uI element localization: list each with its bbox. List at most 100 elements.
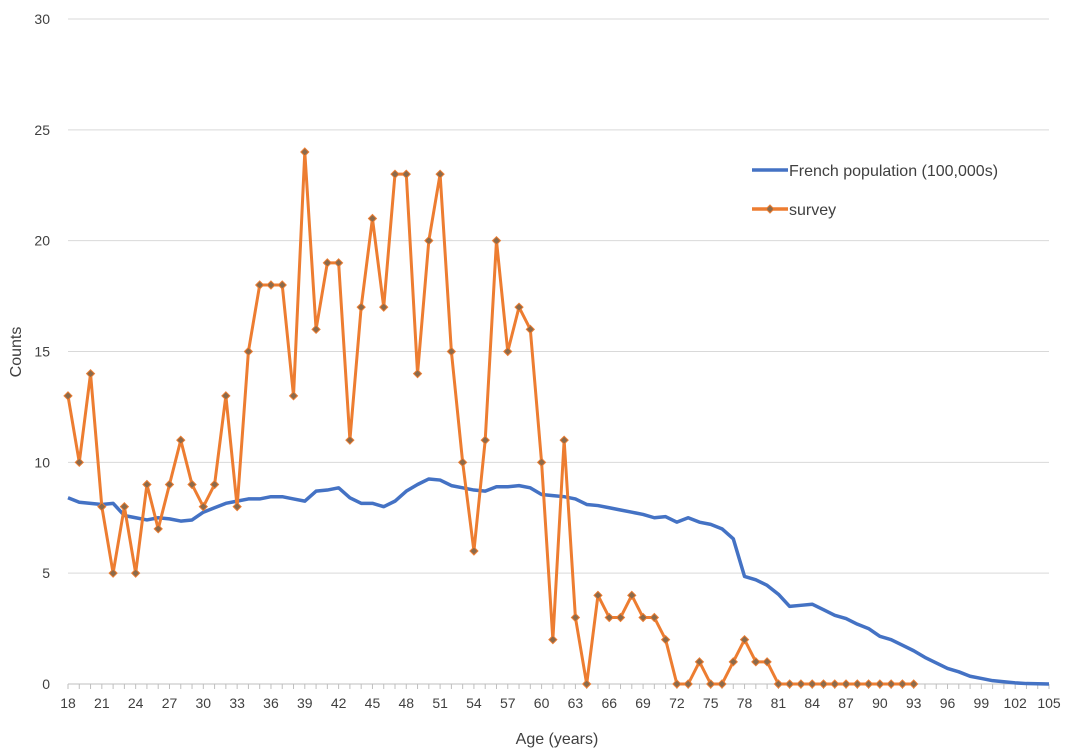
x-tick-label: 24 [128, 695, 144, 711]
survey-point [130, 568, 141, 578]
y-tick-label: 15 [34, 344, 50, 360]
survey-point [424, 235, 434, 246]
survey-point [300, 147, 310, 157]
x-axis-title: Age (years) [516, 731, 599, 748]
survey-point [412, 368, 423, 379]
x-tick-label: 57 [500, 695, 516, 711]
survey-point [638, 612, 648, 623]
x-tick-label: 93 [906, 695, 922, 711]
survey-point [841, 679, 851, 689]
survey-point [615, 612, 626, 623]
x-tick-label: 45 [365, 695, 381, 711]
x-tick-label: 99 [974, 695, 990, 711]
survey-point [74, 457, 84, 468]
y-tick-label: 10 [34, 454, 50, 470]
survey-point [164, 479, 175, 490]
x-tick-label: 42 [331, 695, 347, 711]
survey-point [886, 679, 896, 689]
x-tick-label: 27 [162, 695, 178, 711]
legend: French population (100,000s) survey [752, 163, 998, 219]
series-layer [63, 147, 1050, 689]
survey-point [818, 679, 829, 689]
survey-point [593, 590, 603, 601]
x-tick-label: 63 [568, 695, 584, 711]
x-tick-label: 60 [534, 695, 550, 711]
x-tick-label: 18 [60, 695, 76, 711]
survey-point [525, 324, 536, 335]
survey-point [266, 280, 276, 290]
survey-point [807, 679, 817, 689]
survey-point [796, 679, 806, 689]
survey-point [762, 657, 772, 667]
survey-point [356, 302, 366, 312]
survey-point [773, 679, 784, 689]
survey-point [390, 169, 400, 179]
survey-point [311, 324, 321, 335]
x-tick-label: 54 [466, 695, 482, 711]
survey-point [254, 280, 265, 290]
survey-point [503, 346, 513, 357]
survey-point [649, 612, 660, 623]
survey-point [784, 679, 795, 689]
x-tick-labels: 18 21 24 27 30 33 36 39 42 45 48 51 54 57 60 63 66 69 72 75… [60, 695, 1061, 711]
survey-point [187, 479, 197, 490]
survey-point [198, 501, 209, 512]
y-axis-title: Counts [8, 327, 25, 378]
survey-point [209, 479, 220, 490]
series-french-population [67, 477, 1050, 686]
survey-point [345, 435, 355, 445]
gridlines [68, 18, 1049, 574]
survey-point [717, 679, 727, 689]
survey-point [728, 657, 738, 667]
x-tick-label: 36 [263, 695, 279, 711]
survey-point [627, 590, 637, 601]
survey-point [153, 524, 163, 534]
survey-point [739, 634, 750, 645]
x-tick-label: 72 [669, 695, 685, 711]
x-tick-label: 39 [297, 695, 313, 711]
survey-point [288, 391, 299, 401]
legend-marker [765, 204, 775, 214]
survey-point [243, 346, 254, 357]
x-tick-label: 90 [872, 695, 888, 711]
survey-point [683, 679, 693, 689]
x-tick-label: 66 [601, 695, 617, 711]
survey-point [897, 679, 908, 689]
survey-point [469, 546, 479, 556]
survey-point [491, 235, 502, 246]
x-tick-label: 69 [635, 695, 651, 711]
series-survey [63, 147, 919, 689]
survey-point [672, 679, 682, 689]
survey-point [97, 501, 107, 512]
x-tick-label: 96 [940, 695, 956, 711]
survey-point [446, 346, 457, 357]
series-line [66, 150, 914, 686]
x-tick-label: 33 [229, 695, 245, 711]
survey-point [322, 258, 333, 268]
survey-point [221, 391, 231, 401]
x-tick-label: 21 [94, 695, 110, 711]
x-tick-label: 84 [804, 695, 820, 711]
survey-point [119, 501, 130, 512]
survey-point [604, 612, 614, 623]
survey-point [536, 457, 547, 468]
x-tick-label: 30 [196, 695, 212, 711]
x-tick-label: 51 [432, 695, 448, 711]
y-tick-label: 20 [34, 233, 50, 249]
survey-point [581, 679, 592, 689]
survey-point [570, 612, 581, 623]
survey-point [706, 679, 716, 689]
survey-point [751, 657, 761, 667]
legend-label: French population (100,000s) [789, 163, 998, 180]
survey-point [176, 435, 186, 445]
legend-label: survey [789, 202, 836, 219]
survey-point [401, 169, 411, 179]
survey-point [548, 634, 558, 645]
survey-point [852, 679, 863, 689]
survey-point [457, 457, 468, 468]
survey-point [863, 679, 874, 689]
y-tick-label: 25 [34, 122, 50, 138]
legend-item: survey [752, 202, 836, 219]
x-tick-label: 87 [838, 695, 854, 711]
